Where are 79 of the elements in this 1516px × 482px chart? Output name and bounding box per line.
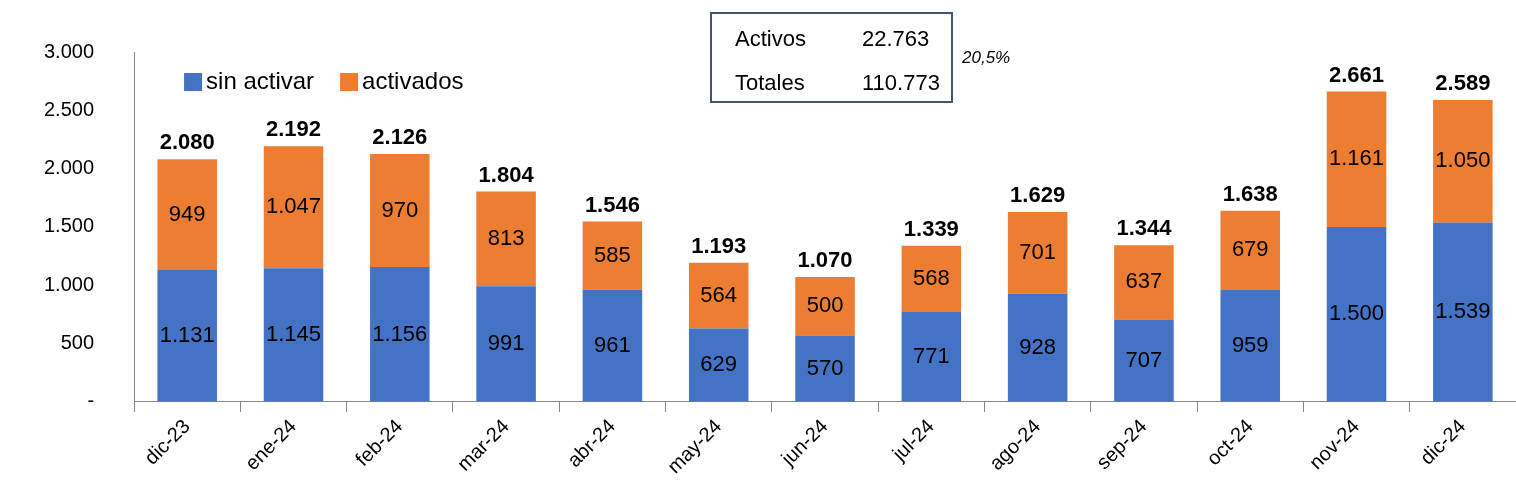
total-label: 1.344 (1116, 215, 1173, 241)
bar (795, 335, 855, 402)
total-label: 2.589 (1435, 70, 1491, 95)
data-label: 928 (1019, 333, 1056, 359)
total-label: 1.339 (903, 215, 959, 241)
bar (901, 245, 962, 312)
data-label: 637 (1125, 268, 1163, 294)
bar (582, 289, 643, 402)
bar (1326, 91, 1387, 227)
total-label: 2.080 (159, 129, 215, 155)
data-label: 813 (487, 224, 525, 250)
data-label: 568 (912, 264, 950, 290)
bar (476, 286, 536, 402)
data-label: 771 (912, 342, 950, 368)
bar (901, 311, 962, 402)
data-label: 1.131 (159, 321, 215, 347)
bar (157, 159, 217, 270)
total-label: 1.629 (1010, 181, 1066, 207)
bar (1007, 293, 1068, 402)
legend-label: sin activar (206, 66, 315, 94)
data-label: 564 (700, 281, 738, 307)
total-label: 2.192 (265, 116, 322, 142)
bar (1433, 222, 1493, 402)
data-label: 707 (1125, 346, 1163, 372)
y-tick-label: 3.000 (43, 39, 95, 62)
total-label: 1.070 (797, 247, 853, 273)
data-label: 1.050 (1435, 147, 1491, 173)
bar (688, 262, 749, 329)
bar (157, 269, 217, 402)
data-label: 1.539 (1435, 298, 1491, 324)
bar (1220, 290, 1281, 402)
y-tick-label: 2.500 (43, 97, 95, 120)
data-label: 570 (806, 354, 844, 380)
legend-label: activados (362, 66, 464, 94)
y-tick-label: 1.500 (43, 214, 95, 237)
bar (1433, 99, 1493, 223)
y-tick-label: 1.000 (43, 272, 95, 295)
bar (795, 277, 855, 336)
total-label: 1.193 (691, 232, 747, 258)
data-label: 701 (1019, 238, 1056, 264)
bar (476, 191, 536, 287)
annotation: Activos (735, 26, 806, 52)
annotation: Totales (735, 70, 805, 96)
bar (582, 221, 643, 290)
total-label: 1.546 (584, 191, 640, 217)
data-label: 959 (1231, 332, 1269, 358)
annotation: 22.763 (862, 26, 930, 52)
data-label: 991 (487, 330, 525, 356)
annotation: 110.773 (862, 70, 940, 96)
bar (1220, 210, 1281, 291)
data-label: 1.145 (265, 321, 322, 347)
bar (263, 268, 324, 402)
data-label: 949 (168, 200, 206, 226)
data-label: 1.156 (372, 320, 428, 346)
data-label: 1.500 (1329, 300, 1385, 326)
bar (370, 267, 430, 402)
data-label: 1.161 (1329, 145, 1385, 171)
total-label: 2.661 (1329, 61, 1385, 87)
total-label: 1.804 (478, 161, 535, 187)
bar (370, 153, 430, 268)
y-tick-label: 2.000 (43, 156, 95, 179)
data-label: 500 (806, 292, 844, 318)
data-label: 629 (700, 351, 738, 377)
bar (1326, 226, 1387, 402)
data-label: 1.047 (265, 193, 322, 219)
data-label: 679 (1231, 236, 1269, 262)
total-label: 1.638 (1222, 180, 1278, 206)
bar (1114, 245, 1174, 320)
data-label: 961 (594, 331, 631, 357)
data-label: 585 (594, 241, 631, 267)
annotation: 20,5% (962, 48, 1011, 68)
bar (1007, 211, 1068, 294)
bar (688, 328, 749, 402)
y-tick-label: - (87, 389, 95, 412)
data-label: 970 (381, 196, 419, 222)
bar (263, 146, 324, 269)
y-tick-label: 500 (60, 331, 95, 354)
bar (1114, 319, 1174, 402)
total-label: 2.126 (372, 123, 428, 149)
